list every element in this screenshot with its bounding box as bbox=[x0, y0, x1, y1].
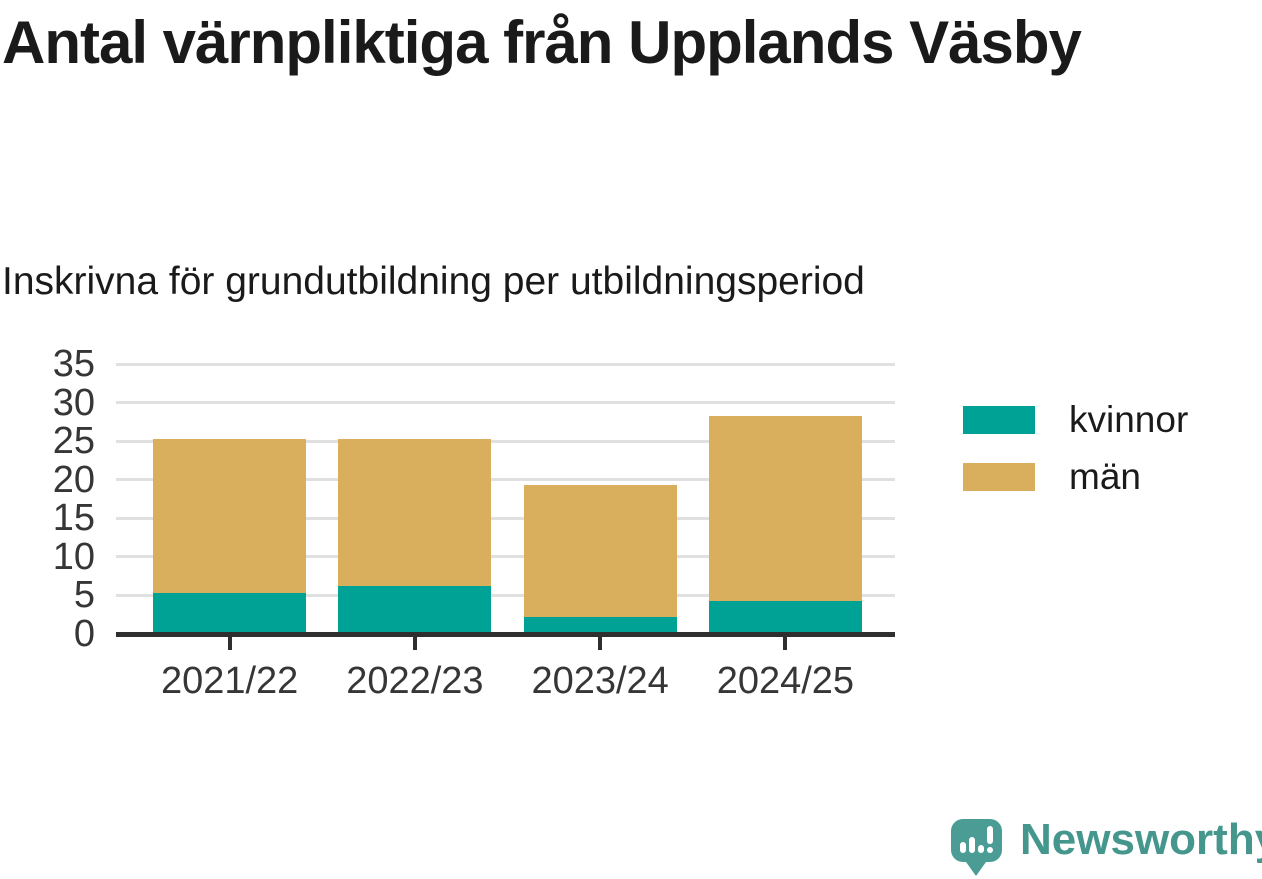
x-tick-2023-24 bbox=[598, 637, 603, 650]
bar-2022-23-kvinnor bbox=[338, 585, 492, 632]
logo-chart-bar-1 bbox=[960, 842, 966, 853]
y-tick-label-25: 25 bbox=[52, 420, 95, 463]
bar-2022-23-män bbox=[338, 439, 492, 586]
y-tick-label-20: 20 bbox=[52, 458, 95, 501]
gridline-15 bbox=[116, 516, 895, 520]
brand-name: Newsworthy bbox=[1020, 815, 1262, 864]
legend-label-män: män bbox=[1069, 456, 1141, 497]
y-tick-label-0: 0 bbox=[73, 613, 95, 655]
legend-swatch-män bbox=[963, 463, 1035, 491]
y-tick-label-35: 35 bbox=[52, 343, 95, 385]
bar-2021-22-kvinnor bbox=[153, 593, 307, 632]
bar-2024-25-kvinnor bbox=[708, 601, 862, 632]
x-axis-line bbox=[116, 632, 895, 637]
gridline-10 bbox=[116, 555, 895, 559]
logo-exclamation-bar bbox=[987, 826, 993, 844]
bar-2023-24-män bbox=[523, 485, 677, 617]
legend-swatch-kvinnor bbox=[963, 406, 1035, 434]
gridline-20 bbox=[116, 478, 895, 482]
logo-chart-bar-3 bbox=[978, 845, 984, 853]
gridline-35 bbox=[116, 362, 895, 366]
bar-2023-24-kvinnor bbox=[523, 616, 677, 632]
y-tick-label-5: 5 bbox=[73, 574, 95, 617]
chart-subtitle: Inskrivna för grundutbildning per utbild… bbox=[2, 260, 865, 303]
x-tick-label-2022-23: 2022/23 bbox=[346, 660, 484, 702]
x-tick-label-2021-22: 2021/22 bbox=[160, 660, 299, 702]
bar-2024-25-män bbox=[708, 416, 862, 602]
y-tick-label-15: 15 bbox=[52, 497, 95, 540]
x-tick-label-2023-24: 2023/24 bbox=[531, 660, 669, 702]
legend-item-män: män bbox=[963, 456, 1262, 497]
gridline-30 bbox=[116, 401, 895, 405]
x-tick-2024-25 bbox=[783, 637, 788, 650]
logo-chart-bar-2 bbox=[969, 837, 975, 853]
brand-footer: Newsworthy bbox=[951, 815, 1262, 879]
x-tick-2022-23 bbox=[412, 637, 417, 650]
legend-label-kvinnor: kvinnor bbox=[1069, 399, 1189, 440]
x-tick-label-2024-25: 2024/25 bbox=[716, 660, 855, 702]
bar-2021-22-män bbox=[153, 439, 307, 594]
legend-item-kvinnor: kvinnor bbox=[963, 399, 1262, 440]
gridline-25 bbox=[116, 439, 895, 443]
logo-exclamation-dot bbox=[987, 847, 993, 853]
chart-title: Antal värnpliktiga från Upplands Väsby bbox=[2, 9, 1082, 76]
y-tick-label-30: 30 bbox=[52, 381, 95, 424]
logo-speech-tail bbox=[966, 862, 986, 876]
x-tick-2021-22 bbox=[227, 637, 232, 650]
newsworthy-logo-icon bbox=[951, 819, 1002, 876]
gridline-5 bbox=[116, 593, 895, 597]
y-tick-label-10: 10 bbox=[52, 535, 95, 578]
